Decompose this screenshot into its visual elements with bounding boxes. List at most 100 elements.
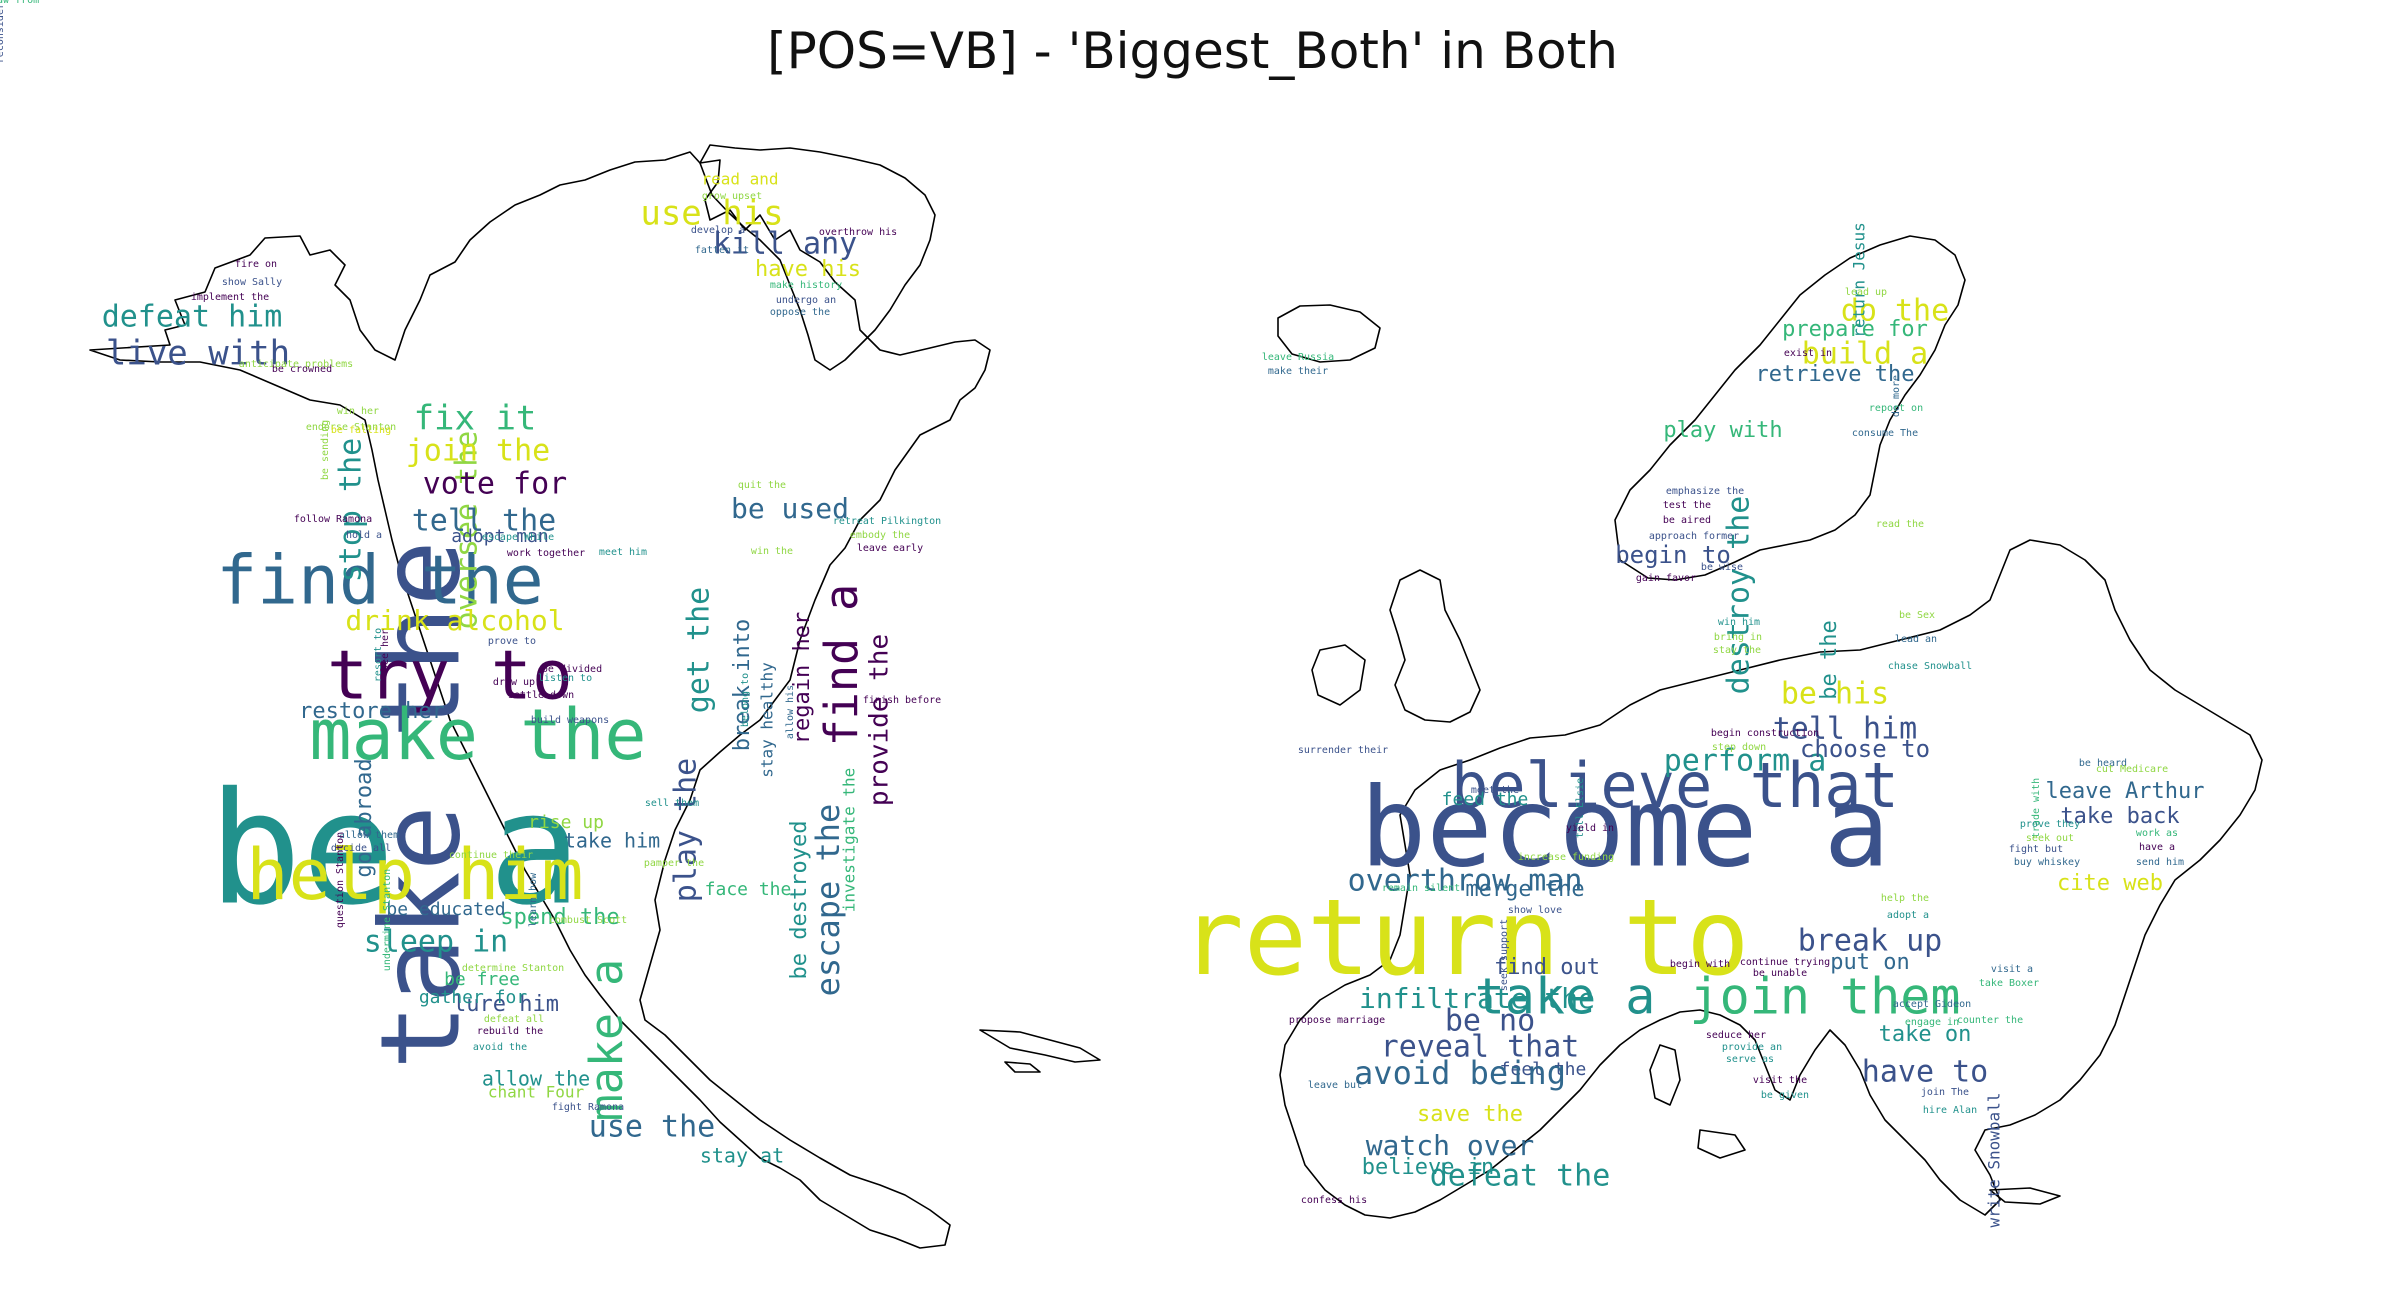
na-word-be-educated: be educated: [386, 899, 505, 920]
na-word-win-the: win the: [751, 546, 793, 557]
na-word-take-the: take the: [356, 540, 484, 1070]
eu-word-cite-web: cite web: [2057, 871, 2163, 896]
europe-mainland-outline: [1279, 539, 2263, 1219]
na-word-be-crowned: be crowned: [272, 364, 332, 375]
na-word-use-his: use his: [640, 194, 783, 234]
eu-word-propose-marriage: propose marriage: [1289, 1015, 1385, 1026]
na-word-anticipate-problems: anticipate problems: [239, 359, 353, 370]
na-word-restore-her: restore her: [299, 699, 445, 724]
na-word-draw-up: draw up: [493, 677, 535, 688]
na-word-belong-to: belong to: [740, 673, 751, 727]
na-word-build-weapons: build weapons: [531, 715, 609, 726]
na-word-undermine-stanton: undermine Stanton: [382, 869, 393, 971]
na-word-make-a: make a: [580, 959, 633, 1122]
eu-word-be-unable: be unable: [1753, 968, 1807, 979]
eu-word-be-heard: be heard: [2079, 758, 2127, 769]
na-word-be-free: be free: [444, 969, 520, 990]
na-word-defeat-all: defeat all: [484, 1014, 544, 1025]
eu-word-save-the: save the: [1417, 1102, 1523, 1127]
na-word-chant-four: chant Four: [488, 1083, 585, 1102]
na-word-be-sending: be sending: [320, 420, 331, 480]
eu-word-return-jesus: return Jesus: [1850, 222, 1869, 338]
eu-word-counter-the: counter the: [1957, 1015, 2023, 1026]
continent-outlines: [89, 144, 2263, 1249]
na-word-live-with: live with: [106, 334, 290, 374]
eu-word-be-the: be the: [1817, 620, 1842, 699]
na-word-kill-any: kill any: [713, 227, 858, 262]
italy-islands-outline: [1649, 1044, 2061, 1205]
na-word-finish-before: finish before: [863, 695, 941, 706]
eu-word-infiltrate-the: infiltrate the: [1359, 982, 1595, 1015]
eu-word-take-boxer: take Boxer: [1979, 978, 2039, 989]
na-word-retreat-pilkington: retreat Pilkington: [833, 516, 941, 527]
na-word-make-the: make the: [309, 694, 646, 776]
eu-word-lead-up: lead up: [1845, 287, 1887, 298]
na-word-stop-the: stop the: [334, 438, 369, 583]
eu-word-report-on: report on: [1869, 403, 1923, 414]
eu-word-prove-they: prove they: [2020, 819, 2080, 830]
eu-word-remain-silent: remain silent: [1382, 883, 1460, 894]
eu-word-begin-to: begin to: [1615, 541, 1731, 569]
na-word-be-falling: be falling: [331, 425, 391, 436]
eu-word-test-the: test the: [1663, 500, 1711, 511]
page-title: [POS=VB] - 'Biggest_Both' in Both: [767, 22, 1618, 80]
eu-word-play-with: play with: [1663, 418, 1782, 443]
eu-word-chase-snowball: chase Snowball: [1888, 661, 1972, 672]
eu-word-yield-in: yield in: [1566, 823, 1614, 834]
eu-word-defeat-the: defeat the: [1430, 1159, 1611, 1194]
british-isles-outline: [1311, 569, 1481, 723]
na-word-take-him: take him: [564, 829, 660, 853]
eu-word-take-on: take on: [1879, 1022, 1972, 1047]
na-word-tell-the: tell the: [412, 504, 557, 539]
eu-word-step-down: step down: [1712, 742, 1766, 753]
na-word-provide-the: provide the: [865, 634, 895, 806]
eu-word-feed-the: feed the: [1442, 789, 1529, 810]
eu-word-work-as: work as: [2136, 828, 2178, 839]
na-word-win-her: win her: [337, 406, 379, 417]
eu-word-engage-in: engage in: [1905, 1017, 1959, 1028]
na-word-leave-early: leave early: [857, 543, 923, 554]
na-word-get-the: get the: [682, 587, 717, 713]
na-word-find-the: find the: [216, 542, 544, 621]
eu-word-surrender-their: surrender their: [1298, 745, 1388, 756]
eu-word-avoid-being: avoid being: [1354, 1054, 1566, 1092]
na-word-regain-her: regain her: [790, 612, 815, 744]
na-word-question-stanton: question Stanton: [335, 832, 346, 928]
eu-word-be-given: be given: [1761, 1090, 1809, 1101]
eu-word-overthrow-man: overthrow man: [1348, 864, 1583, 899]
eu-word-tell-elsie: tell Elsie: [1575, 778, 1586, 838]
eu-word-seek-out: seek out: [2026, 833, 2074, 844]
eu-word-do-more: do more: [1891, 375, 1902, 417]
eu-word-be-no: be no: [1445, 1004, 1535, 1039]
eu-word-leave-arthur: leave Arthur: [2046, 779, 2205, 804]
greenland-outline: [699, 144, 936, 371]
eu-word-be-wise: be wise: [1701, 562, 1743, 573]
eu-word-put-on: put on: [1830, 950, 1909, 975]
na-word-settle-down: settle down: [508, 690, 574, 701]
eu-word-join-the: join The: [1921, 1087, 1969, 1098]
na-word-learn-how: learn how: [528, 872, 539, 927]
na-word-reconsider-persuading: reconsider persuading: [0, 0, 6, 63]
eu-word-read-the: read the: [1876, 519, 1924, 530]
na-word-gather-for: gather for: [419, 987, 528, 1008]
na-word-be-a: be a: [208, 758, 581, 939]
eu-word-believe-that: believe that: [1451, 749, 1899, 822]
eu-word-be-aired: be aired: [1663, 515, 1711, 526]
eu-word-feel-the: feel the: [1500, 1059, 1587, 1080]
eu-word-visit-a: visit a: [1991, 964, 2033, 975]
na-word-follow-ramona: follow Ramona: [294, 514, 372, 525]
eu-word-prepare-for: prepare for: [1782, 317, 1928, 342]
na-word-be-divided: be divided: [542, 664, 602, 675]
eu-word-stay-the: stay the: [1713, 645, 1761, 656]
na-word-oversee-the: oversee the: [450, 431, 485, 630]
na-word-go-abroad: go abroad: [352, 758, 377, 877]
eu-word-emphasize-the: emphasize the: [1666, 486, 1744, 497]
eu-word-show-love: show love: [1508, 905, 1562, 916]
na-word-overthrow-his: overthrow his: [819, 227, 897, 238]
na-word-resort-to: resort to: [373, 628, 384, 682]
eu-word-trade-with: trade with: [2031, 778, 2042, 838]
na-word-escape-while: escape While: [482, 532, 554, 543]
eu-word-have-to: have to: [1862, 1055, 1988, 1090]
